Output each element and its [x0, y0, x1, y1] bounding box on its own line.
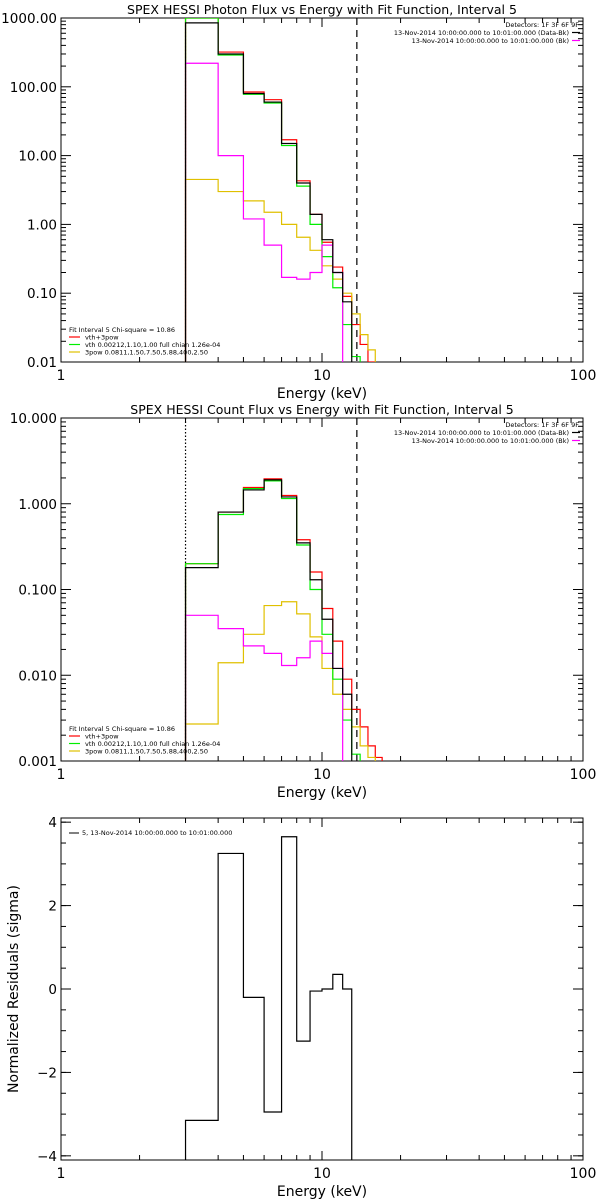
- y-tick-label: 10.000: [10, 411, 57, 427]
- legend-entry-label: vth+3pow: [85, 733, 119, 741]
- series-group: [184, 18, 376, 362]
- x-tick-label: 100: [570, 1166, 597, 1182]
- y-tick-label: 0.100: [18, 583, 57, 599]
- x-tick-label: 1: [57, 767, 66, 783]
- x-tick-label: 1: [57, 368, 66, 384]
- x-tick-label: 1: [57, 1166, 66, 1182]
- legend-entry-label: vth+3pow: [85, 334, 119, 342]
- x-axis: 1 10 100 Energy (keV): [57, 818, 597, 1200]
- legend-top-header: Detectors: 1F 3F 6F 9F: [505, 421, 579, 429]
- y-tick-label: 4: [48, 815, 57, 831]
- legend-entry-label: vth 0.00212,1.10,1.00 full chian 1.26e-0…: [85, 341, 220, 349]
- series-1-line: [184, 614, 344, 761]
- x-axis: 1 10 100 Energy (keV): [57, 418, 597, 801]
- x-axis-label: Energy (keV): [277, 1184, 367, 1200]
- chart-title: SPEX HESSI Count Flux vs Energy with Fit…: [130, 402, 513, 417]
- x-tick-label: 10: [313, 767, 331, 783]
- legend-entry-label: 13-Nov-2014 10:00:00.000 to 10:01:00.000…: [394, 429, 569, 437]
- legend-entry-label: 3pow 0.0811,1.50,7.50,5.88,400,2.50: [85, 748, 208, 756]
- legend-top-header: Detectors: 1F 3F 6F 9F: [505, 21, 579, 29]
- series-4-line: [184, 178, 376, 362]
- x-axis-label: Energy (keV): [277, 386, 367, 402]
- legend: 5, 13-Nov-2014 10:00:00.000 to 10:01:00.…: [69, 829, 232, 837]
- series-4-line: [184, 601, 376, 761]
- series-2-line: [184, 478, 383, 761]
- legend-entry-label: 13-Nov-2014 10:00:00.000 to 10:01:00.000…: [394, 29, 569, 37]
- panel-resid: 1 10 100 Energy (keV) −4 −2 0 2 4 Normalized Resi…: [6, 815, 596, 1200]
- y-tick-label: −4: [37, 1149, 57, 1165]
- y-tick-label: 1.00: [27, 217, 57, 233]
- y-tick-label: 0.001: [18, 754, 57, 770]
- legend-entry-label: 5, 13-Nov-2014 10:00:00.000 to 10:01:00.…: [82, 829, 232, 837]
- legend-bottom-header: Fit Interval 5 Chi-square = 10.86: [69, 326, 175, 334]
- y-tick-label: 2: [48, 899, 57, 915]
- panel-count: SPEX HESSI Count Flux vs Energy with Fit…: [10, 402, 597, 801]
- y-tick-label: 1.000: [18, 497, 57, 513]
- legend-entry-label: 13-Nov-2014 10:00:00.000 to 10:01:00.000…: [412, 437, 569, 445]
- y-tick-label: 0.01: [27, 355, 57, 371]
- series-0-line: [184, 479, 353, 761]
- series-2-line: [184, 18, 376, 362]
- legend-entry-label: 13-Nov-2014 10:00:00.000 to 10:01:00.000…: [412, 37, 569, 45]
- x-axis-label: Energy (keV): [277, 785, 367, 801]
- y-axis: 0.001 0.010 0.100 1.000 10.000: [10, 411, 583, 770]
- series-1-line: [184, 62, 344, 362]
- legend-entry-label: vth 0.00212,1.10,1.00 full chian 1.26e-0…: [85, 740, 220, 748]
- y-axis: 0.01 0.10 1.00 10.00 100.00 1000.00: [1, 11, 583, 371]
- y-tick-label: 1000.00: [1, 11, 57, 27]
- series-0-line: [184, 836, 353, 1160]
- y-tick-label: 0: [48, 982, 57, 998]
- y-tick-label: 100.00: [10, 80, 57, 96]
- legend-bottom-header: Fit Interval 5 Chi-square = 10.86: [69, 725, 175, 733]
- series-3-line: [184, 18, 361, 362]
- y-tick-label: 0.010: [18, 668, 57, 684]
- series-3-line: [184, 480, 361, 761]
- y-tick-label: −2: [37, 1065, 57, 1081]
- x-tick-label: 100: [570, 368, 597, 384]
- series-group: [184, 478, 383, 761]
- chart-title: SPEX HESSI Photon Flux vs Energy with Fi…: [127, 2, 517, 17]
- x-tick-label: 10: [313, 1166, 331, 1182]
- y-tick-label: 10.00: [18, 149, 57, 165]
- x-tick-label: 100: [570, 767, 597, 783]
- panel-photon: SPEX HESSI Photon Flux vs Energy with Fi…: [1, 2, 596, 402]
- y-tick-label: 0.10: [27, 286, 57, 302]
- y-axis: −4 −2 0 2 4 Normalized Residuals (sigma): [6, 815, 583, 1165]
- series-group: [184, 836, 353, 1160]
- x-tick-label: 10: [313, 368, 331, 384]
- x-axis: 1 10 100 Energy (keV): [57, 18, 597, 402]
- plot-frame: [60, 17, 584, 363]
- series-0-line: [184, 22, 353, 362]
- y-axis-label: Normalized Residuals (sigma): [6, 885, 22, 1093]
- legend-entry-label: 3pow 0.0811,1.50,7.50,5.88,400,2.50: [85, 349, 208, 357]
